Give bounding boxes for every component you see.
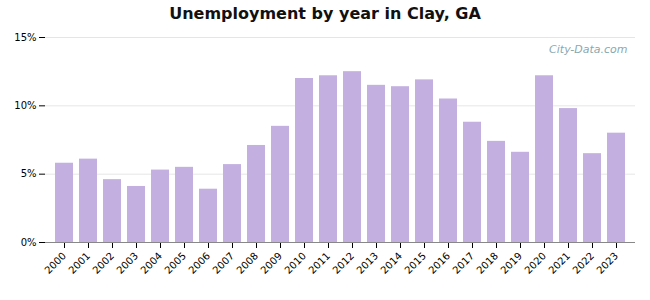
svg-text:2016: 2016: [426, 250, 452, 276]
svg-text:2011: 2011: [306, 250, 332, 276]
svg-text:2002: 2002: [90, 250, 116, 276]
svg-text:2023: 2023: [594, 250, 620, 276]
svg-text:2008: 2008: [234, 250, 260, 276]
svg-text:2007: 2007: [210, 250, 236, 276]
svg-text:2021: 2021: [546, 250, 572, 276]
svg-text:2001: 2001: [66, 250, 92, 276]
svg-text:2003: 2003: [114, 250, 140, 276]
svg-text:10%: 10%: [14, 100, 36, 111]
svg-text:2005: 2005: [162, 250, 188, 276]
svg-text:2013: 2013: [354, 250, 380, 276]
svg-text:2015: 2015: [402, 250, 428, 276]
svg-text:2022: 2022: [570, 250, 596, 276]
svg-text:15%: 15%: [14, 32, 36, 43]
svg-text:2019: 2019: [498, 250, 524, 276]
svg-text:0%: 0%: [21, 237, 37, 248]
svg-text:2010: 2010: [282, 250, 308, 276]
svg-text:2018: 2018: [474, 250, 500, 276]
svg-text:2017: 2017: [450, 250, 476, 276]
svg-text:City-Data.com: City-Data.com: [549, 43, 627, 56]
svg-text:2004: 2004: [138, 250, 164, 276]
svg-text:5%: 5%: [21, 168, 37, 179]
html-text:Unemployment by year in Clay,: Unemployment by year in Clay, GA: [169, 4, 481, 23]
svg-text:2000: 2000: [42, 250, 68, 276]
svg-text:2014: 2014: [378, 250, 404, 276]
svg-text:2006: 2006: [186, 250, 212, 276]
svg-text:2012: 2012: [330, 250, 356, 276]
svg-text:2009: 2009: [258, 250, 284, 276]
svg-text:2020: 2020: [522, 250, 548, 276]
